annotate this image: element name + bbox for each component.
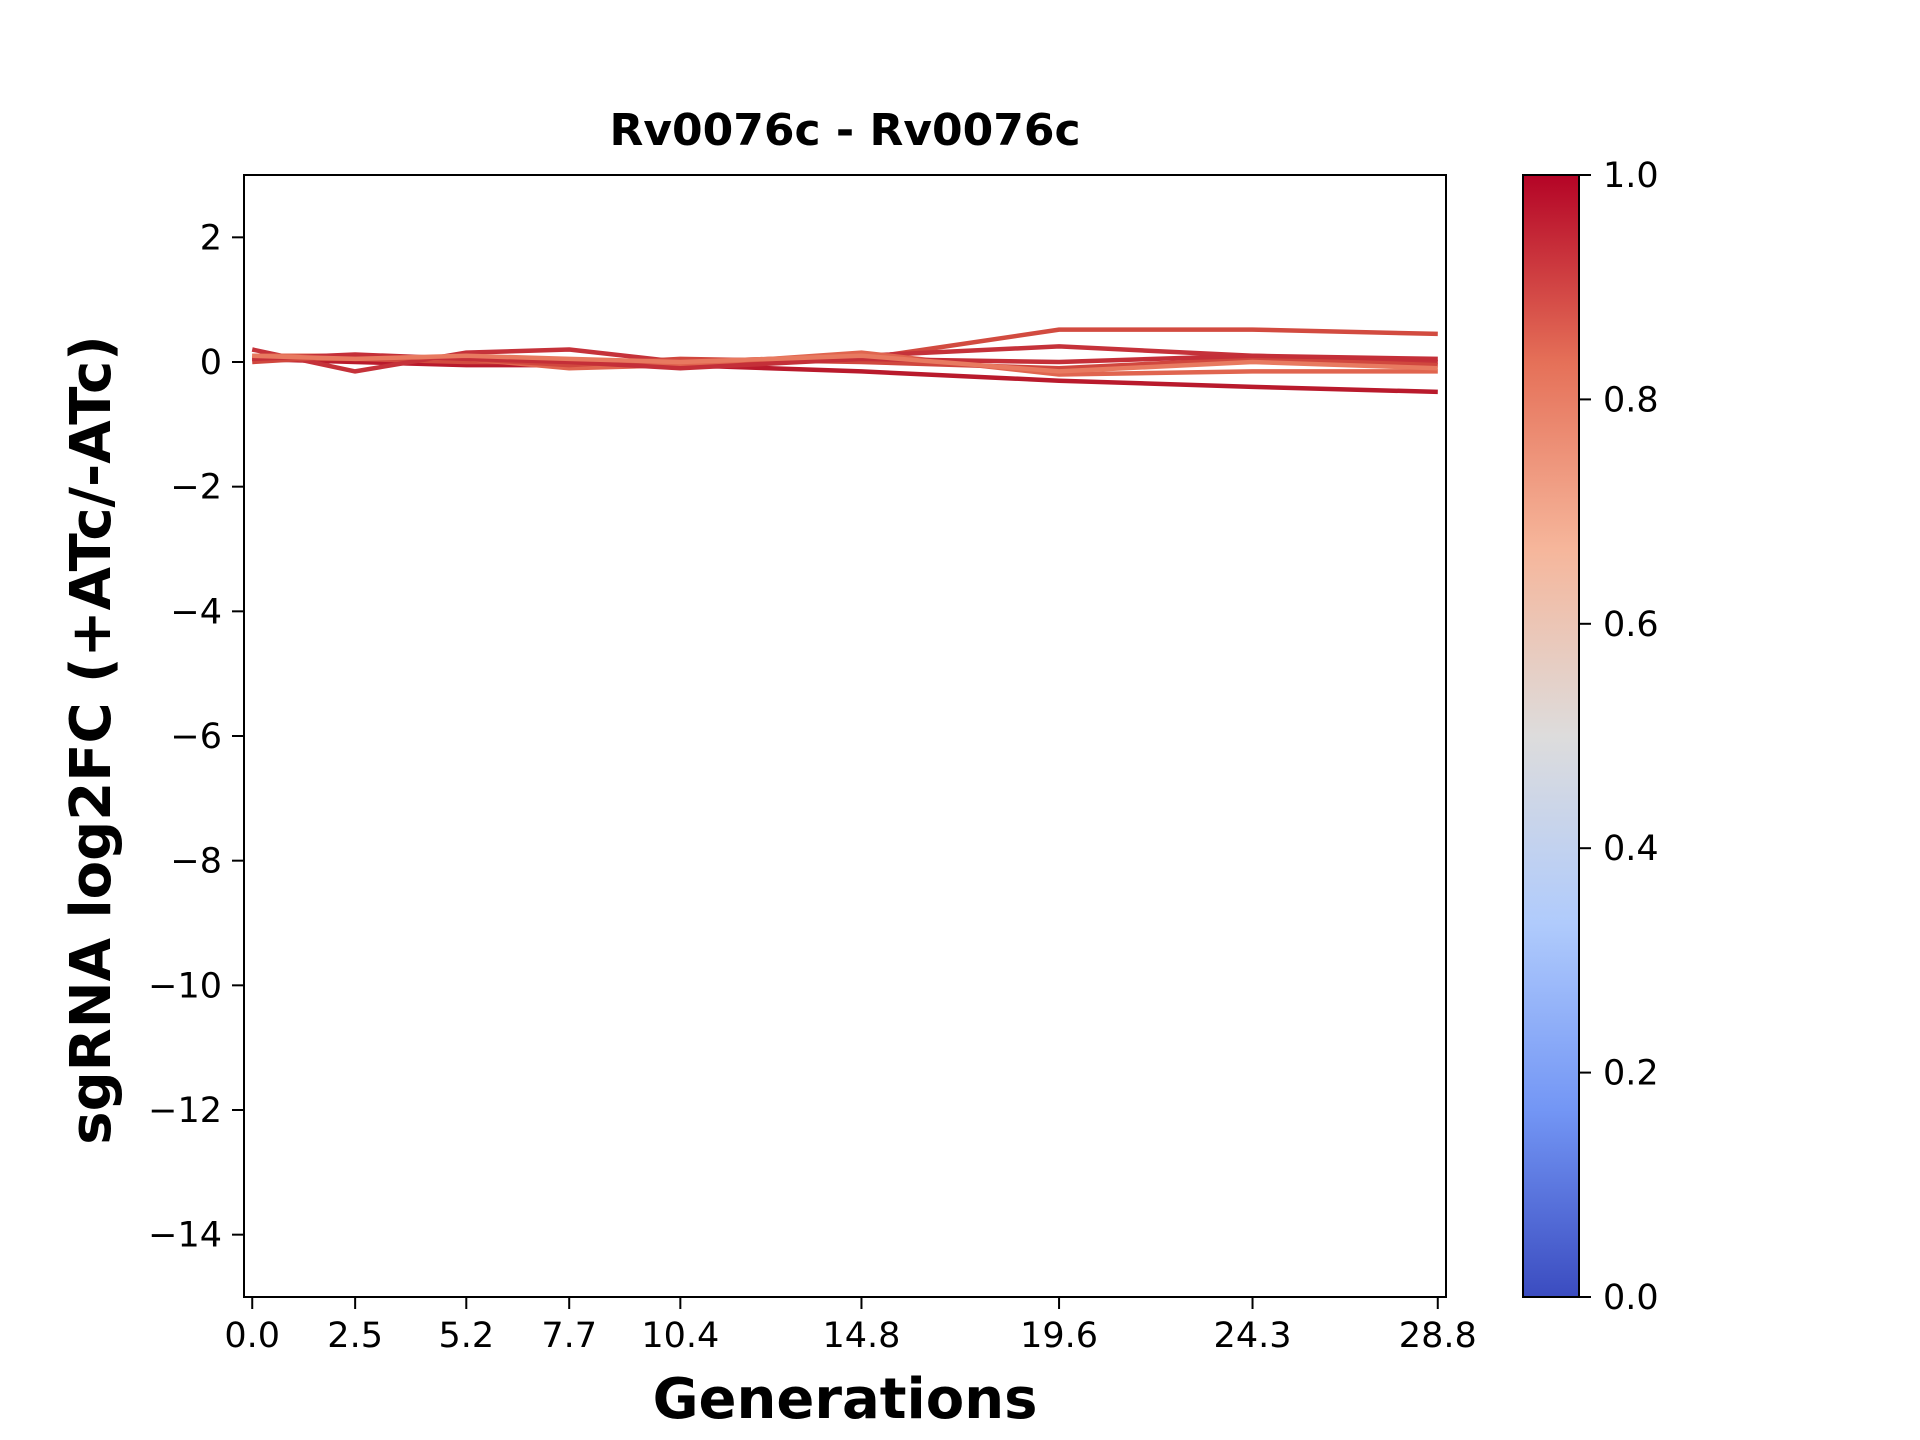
x-axis-label: Generations: [653, 1367, 1038, 1432]
x-tick-label: 5.2: [438, 1316, 494, 1356]
x-tick-label: 14.8: [822, 1316, 900, 1356]
colorbar-tick-label: 0.8: [1603, 380, 1659, 420]
y-tick-label: 0: [200, 343, 222, 383]
y-tick-label: −14: [148, 1216, 222, 1256]
y-tick-label: −8: [170, 842, 222, 882]
x-tick-label: 19.6: [1020, 1316, 1098, 1356]
colorbar-tick-label: 0.6: [1603, 605, 1659, 645]
plot-frame: [243, 174, 1447, 1298]
y-tick-label: −2: [170, 468, 222, 508]
x-tick-label: 0.0: [224, 1316, 280, 1356]
colorbar-tick-label: 0.4: [1603, 829, 1659, 869]
x-tick-label: 10.4: [641, 1316, 719, 1356]
x-tick-label: 28.8: [1399, 1316, 1477, 1356]
x-ticks: 0.0 2.5 5.2 7.7 10.4 14.8 19.6 24.3 28.8: [224, 1297, 1477, 1356]
colorbar-tick-label: 1.0: [1603, 156, 1659, 196]
x-tick-label: 7.7: [541, 1316, 597, 1356]
y-axis-label: sgRNA log2FC (+ATc/-ATc): [59, 335, 124, 1145]
y-tick-label: 2: [200, 218, 222, 258]
plot-lines: [251, 327, 1438, 395]
x-tick-label: 24.3: [1214, 1316, 1292, 1356]
y-tick-label: −6: [170, 717, 222, 757]
x-tick-label: 2.5: [327, 1316, 383, 1356]
colorbar-tick-label: 0.0: [1603, 1278, 1659, 1318]
y-tick-label: −4: [170, 592, 222, 632]
y-ticks: 2 0 −2 −4 −6 −8 −10 −12 −14: [148, 218, 244, 1256]
colorbar-tick-label: 0.2: [1603, 1054, 1659, 1094]
y-tick-label: −10: [148, 966, 222, 1006]
chart-title: Rv0076c - Rv0076c: [609, 105, 1080, 156]
colorbar-ticks: 0.0 0.2 0.4 0.6 0.8 1.0: [1579, 156, 1659, 1318]
series-line-7: [252, 353, 1438, 374]
y-tick-label: −12: [148, 1091, 222, 1131]
colorbar: [1522, 174, 1580, 1298]
